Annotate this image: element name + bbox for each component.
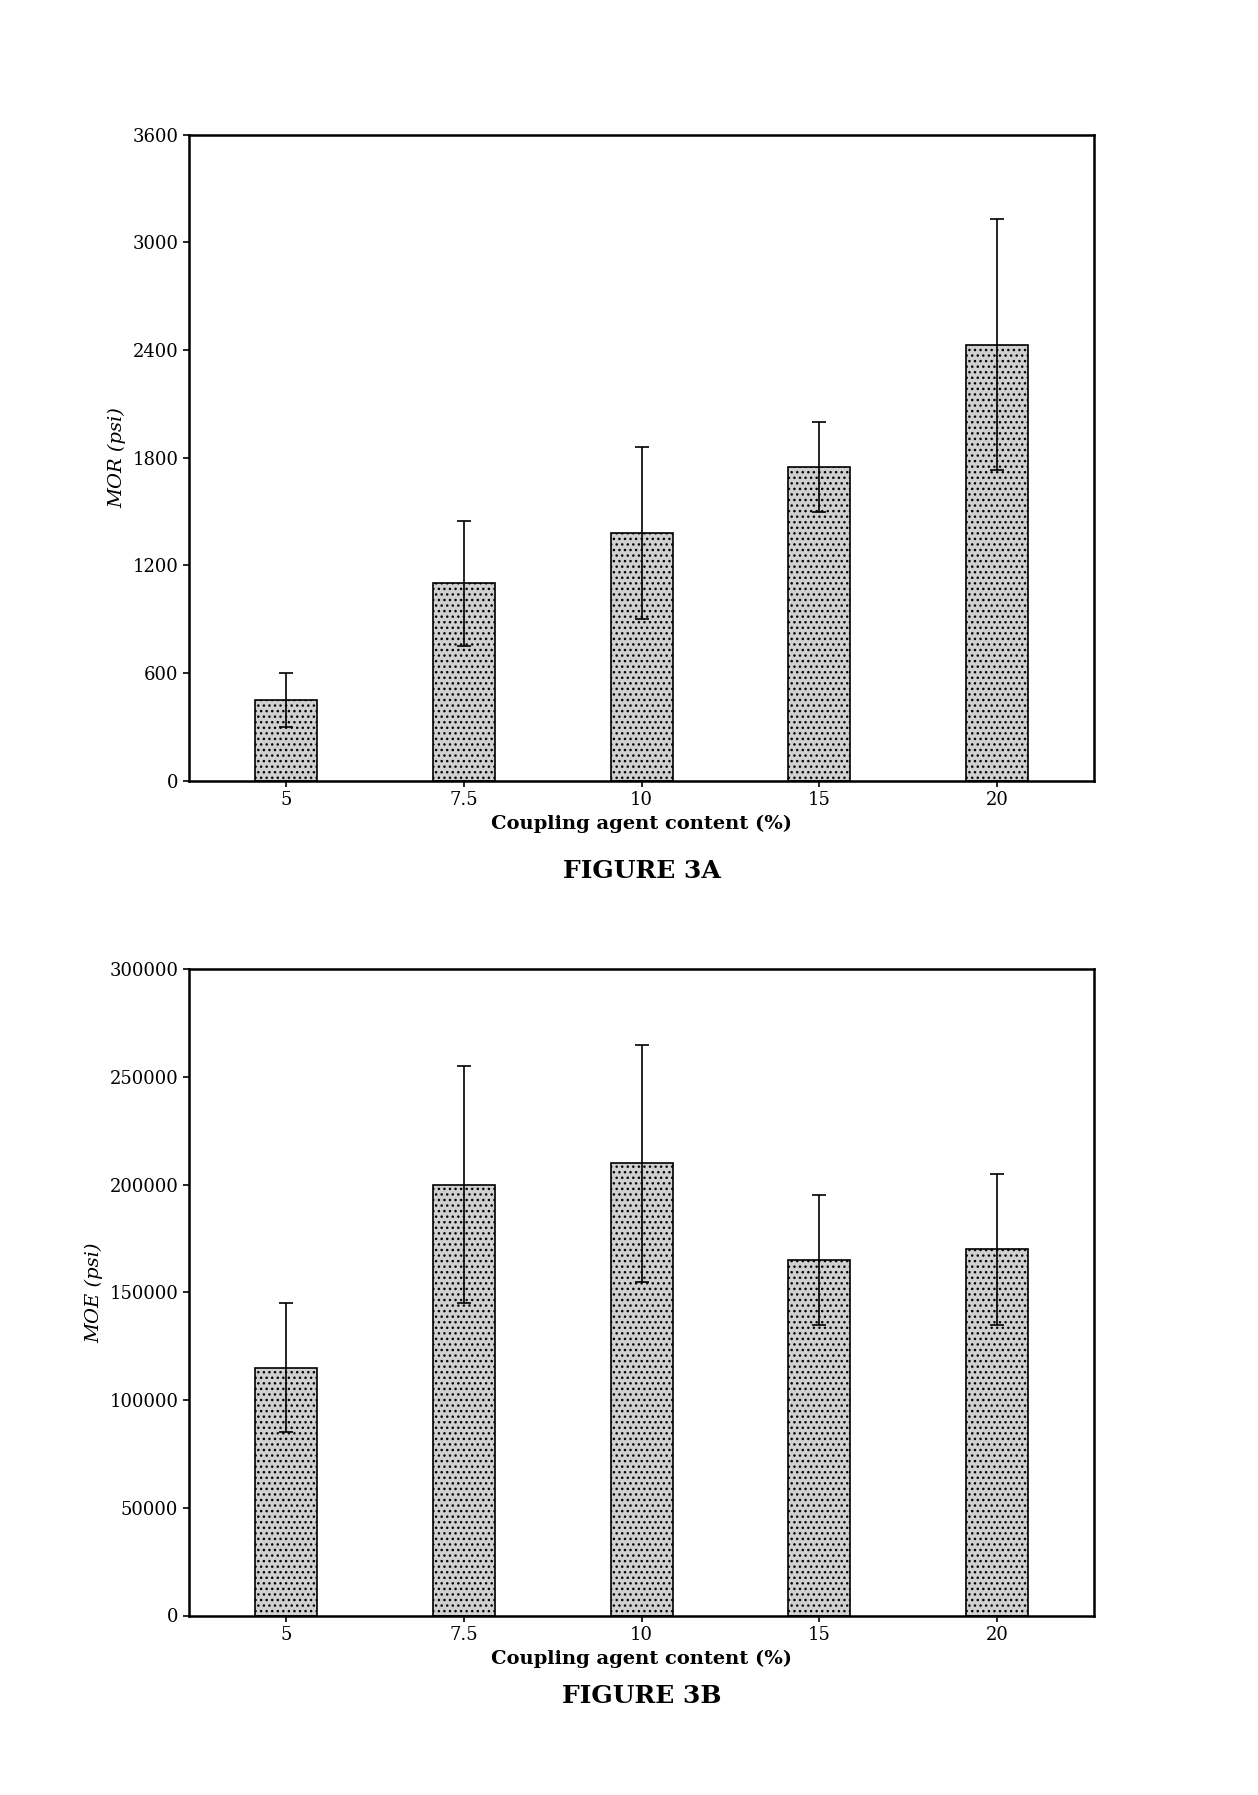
X-axis label: Coupling agent content (%): Coupling agent content (%) bbox=[491, 815, 793, 833]
Bar bbox=[610, 533, 673, 781]
Bar bbox=[255, 1368, 317, 1616]
Bar bbox=[433, 1185, 496, 1616]
Y-axis label: MOR (psi): MOR (psi) bbox=[108, 407, 127, 508]
Bar bbox=[788, 1260, 850, 1616]
Bar bbox=[788, 467, 850, 781]
Text: FIGURE 3B: FIGURE 3B bbox=[562, 1684, 721, 1709]
Bar bbox=[610, 1163, 673, 1616]
Text: FIGURE 3A: FIGURE 3A bbox=[562, 858, 721, 883]
Bar bbox=[255, 700, 317, 781]
X-axis label: Coupling agent content (%): Coupling agent content (%) bbox=[491, 1650, 793, 1668]
Bar bbox=[966, 1249, 1028, 1616]
Bar bbox=[433, 583, 496, 781]
Bar bbox=[966, 345, 1028, 781]
Y-axis label: MOE (psi): MOE (psi) bbox=[86, 1242, 103, 1343]
